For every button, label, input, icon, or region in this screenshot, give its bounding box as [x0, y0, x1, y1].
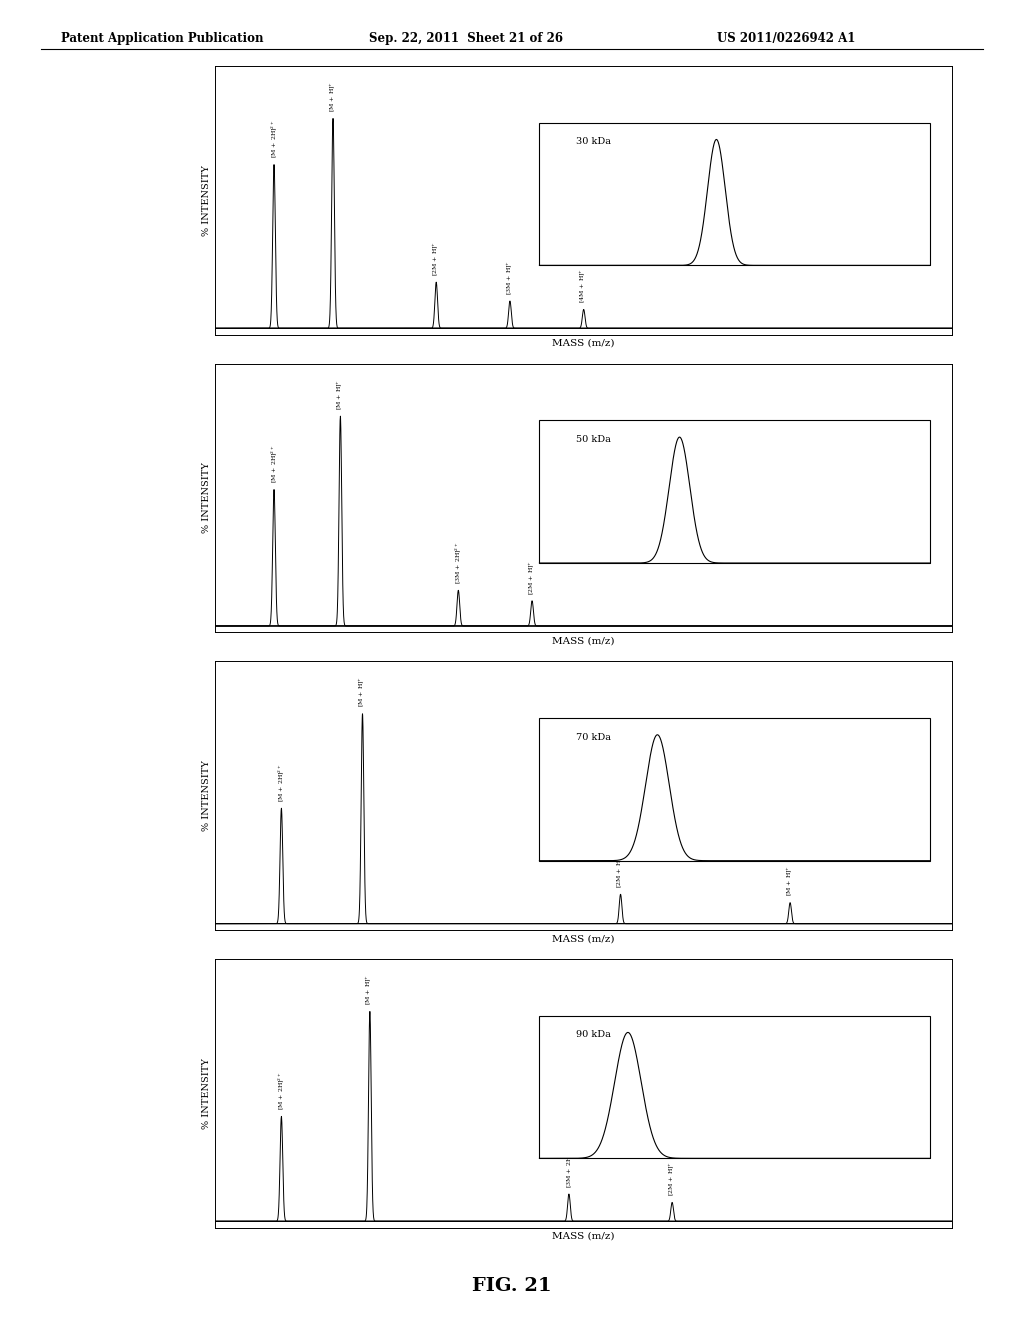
Text: [2M + H]$^{+}$: [2M + H]$^{+}$	[616, 853, 625, 888]
X-axis label: MASS (m/z): MASS (m/z)	[552, 1232, 615, 1241]
Text: [2M + H]$^{+}$: [2M + H]$^{+}$	[432, 240, 440, 276]
Text: [2M + H]$^{+}$: [2M + H]$^{+}$	[668, 1162, 677, 1196]
Text: [3M + 2H]$^{2+}$: [3M + 2H]$^{2+}$	[454, 541, 463, 583]
Y-axis label: % INTENSITY: % INTENSITY	[202, 1057, 211, 1129]
Text: 50 kDa: 50 kDa	[577, 436, 611, 444]
Y-axis label: % INTENSITY: % INTENSITY	[202, 165, 211, 236]
Text: [2M + H]$^{+}$: [2M + H]$^{+}$	[527, 560, 537, 594]
Text: [3M + H]$^{+}$: [3M + H]$^{+}$	[506, 260, 514, 294]
X-axis label: MASS (m/z): MASS (m/z)	[552, 339, 615, 347]
Text: [M + H]$^{+}$: [M + H]$^{+}$	[329, 81, 338, 112]
Text: [M + H]$^{+}$: [M + H]$^{+}$	[358, 676, 367, 708]
Text: [3M + 2H]$^{2+}$: [3M + 2H]$^{2+}$	[564, 1144, 573, 1188]
Text: [M + 2H]$^{2+}$: [M + 2H]$^{2+}$	[276, 763, 286, 803]
Text: Patent Application Publication: Patent Application Publication	[61, 32, 264, 45]
Text: [M + 2H]$^{2+}$: [M + 2H]$^{2+}$	[269, 120, 279, 158]
Text: [M + 2H]$^{2+}$: [M + 2H]$^{2+}$	[276, 1072, 286, 1110]
Text: [M + 2H]$^{2+}$: [M + 2H]$^{2+}$	[269, 445, 279, 483]
Y-axis label: % INTENSITY: % INTENSITY	[202, 462, 211, 533]
Y-axis label: % INTENSITY: % INTENSITY	[202, 760, 211, 832]
X-axis label: MASS (m/z): MASS (m/z)	[552, 636, 615, 645]
Bar	[540, 420, 930, 564]
Text: [M + H]$^{+}$: [M + H]$^{+}$	[336, 379, 345, 409]
Bar	[540, 1015, 930, 1159]
Text: [M + H]$^{+}$: [M + H]$^{+}$	[785, 865, 795, 896]
Bar	[540, 123, 930, 265]
Text: 70 kDa: 70 kDa	[577, 733, 611, 742]
Text: [4M + H]$^{+}$: [4M + H]$^{+}$	[580, 268, 588, 304]
Text: Sep. 22, 2011  Sheet 21 of 26: Sep. 22, 2011 Sheet 21 of 26	[369, 32, 562, 45]
Text: 30 kDa: 30 kDa	[577, 137, 611, 147]
Bar	[540, 718, 930, 861]
X-axis label: MASS (m/z): MASS (m/z)	[552, 935, 615, 942]
Text: US 2011/0226942 A1: US 2011/0226942 A1	[717, 32, 855, 45]
Text: FIG. 21: FIG. 21	[472, 1276, 552, 1295]
Text: [M + H]$^{+}$: [M + H]$^{+}$	[366, 974, 375, 1005]
Text: 90 kDa: 90 kDa	[577, 1031, 611, 1039]
